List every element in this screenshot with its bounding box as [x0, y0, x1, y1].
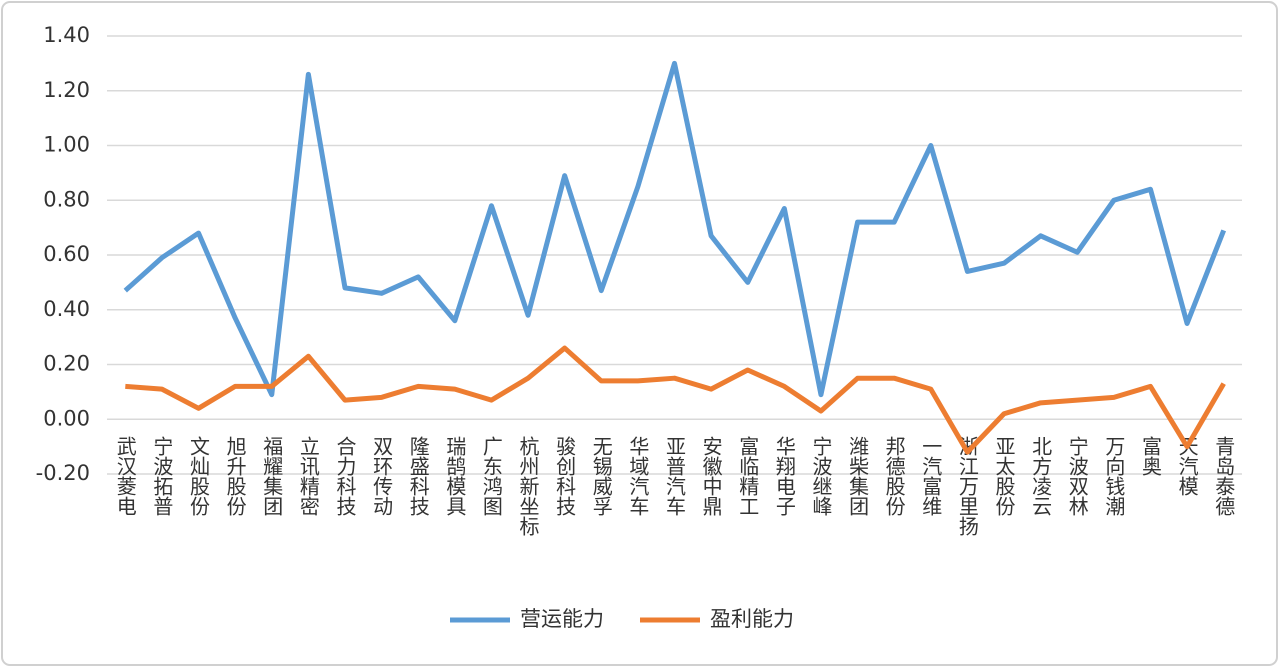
x-tick-label: 隆盛科技: [406, 436, 430, 516]
x-tick-label: 双环传动: [370, 436, 394, 516]
y-tick-label: 0.80: [43, 187, 90, 211]
x-tick-label: 宁波双林: [1065, 436, 1089, 516]
x-tick-label: 华翔电子: [772, 436, 796, 516]
x-tick-label: 富临精工: [736, 436, 760, 516]
x-tick-label: 万向钱潮: [1102, 436, 1126, 516]
y-tick-label: 1.00: [43, 133, 90, 157]
x-tick-label: 华域汽车: [626, 436, 650, 516]
y-tick-label: 0.20: [43, 352, 90, 376]
x-tick-label: 富奥: [1138, 436, 1162, 476]
x-tick-label: 无锡威孚: [589, 436, 613, 516]
x-tick-label: 青岛泰德: [1212, 436, 1236, 516]
legend-label: 营运能力: [520, 607, 604, 631]
y-tick-label: 0.40: [43, 297, 90, 321]
y-tick-label: 0.00: [43, 406, 90, 430]
x-tick-label: 文灿股份: [187, 436, 211, 516]
x-tick-label: 武汉菱电: [113, 436, 137, 516]
x-tick-label: 安徽中鼎: [699, 436, 723, 516]
x-tick-label: 福耀集团: [260, 436, 284, 516]
x-tick-label: 旭升股份: [223, 436, 247, 516]
data-line: [123, 60, 1227, 398]
x-tick-label: 合力科技: [333, 436, 357, 516]
y-tick-label: 1.20: [43, 78, 90, 102]
legend-label: 盈利能力: [710, 607, 794, 631]
x-tick-label: 潍柴集团: [846, 436, 870, 516]
x-tick-label: 骏创科技: [553, 436, 577, 516]
y-tick-label: -0.20: [36, 461, 90, 485]
x-tick-label: 杭州新坐标: [516, 436, 540, 536]
x-tick-label: 宁波继峰: [809, 436, 833, 516]
x-tick-label: 北方凌云: [1029, 436, 1053, 516]
x-tick-label: 一汽富维: [919, 436, 943, 516]
x-tick-label: 宁波拓普: [150, 436, 174, 516]
data-line: [125, 345, 1226, 455]
x-tick-label: 亚太股份: [992, 436, 1016, 516]
y-tick-label: 0.60: [43, 242, 90, 266]
x-tick-label: 广东鸿图: [479, 436, 503, 516]
x-tick-label: 邦德股份: [882, 436, 906, 516]
y-tick-label: 1.40: [43, 23, 90, 47]
x-tick-label: 立讯精密: [296, 436, 320, 516]
x-tick-label: 瑞鹄模具: [443, 436, 467, 516]
x-tick-label: 亚普汽车: [663, 436, 687, 516]
